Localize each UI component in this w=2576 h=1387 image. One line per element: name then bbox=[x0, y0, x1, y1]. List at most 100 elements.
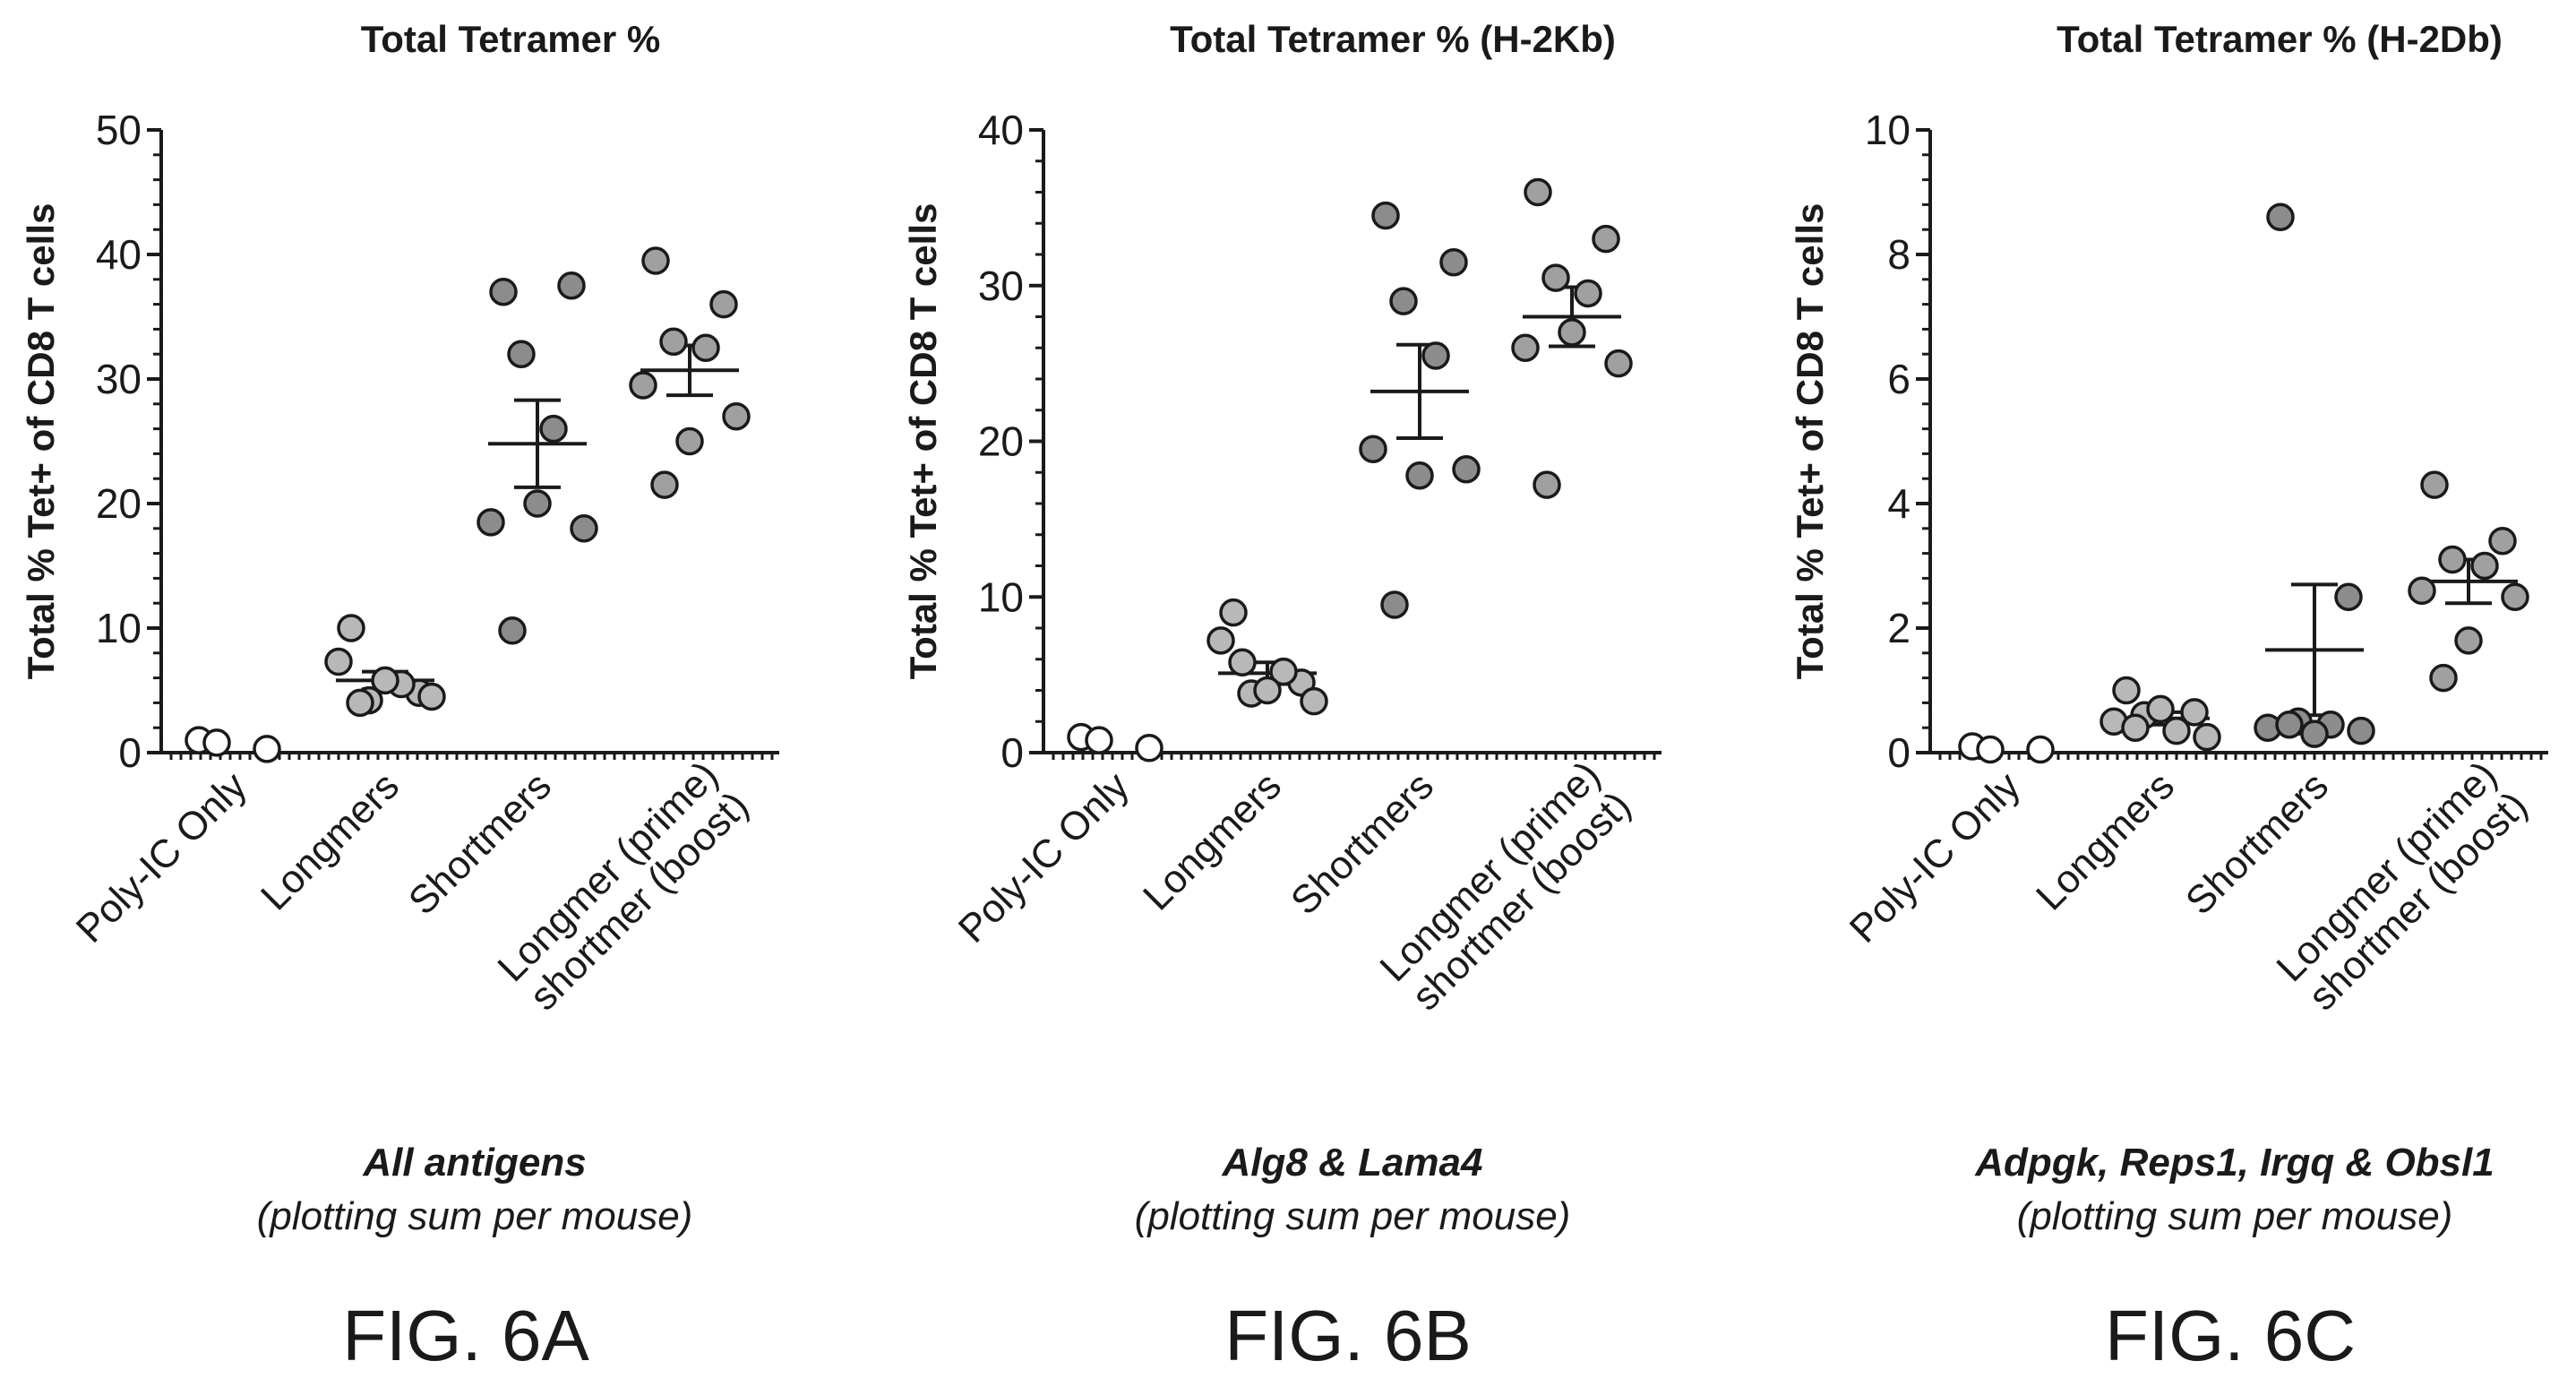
x-category-label: Longmers bbox=[2028, 763, 2183, 918]
data-point bbox=[1421, 341, 1450, 370]
panel-fig-6c: Total Tetramer % (H-2Db) Total % Tet+ of … bbox=[1789, 18, 2548, 1375]
y-tick-label: 0 bbox=[1000, 729, 1024, 776]
data-point bbox=[1371, 201, 1400, 230]
data-point bbox=[2420, 470, 2449, 499]
data-point bbox=[1976, 735, 2005, 764]
data-point bbox=[2470, 551, 2499, 581]
y-tick-label: 10 bbox=[978, 573, 1024, 620]
panel-caption-sub: (plotting sum per mouse) bbox=[2017, 1194, 2453, 1238]
data-point bbox=[650, 470, 679, 499]
data-point bbox=[1439, 247, 1468, 277]
group-3 bbox=[629, 246, 751, 499]
y-tick-label: 30 bbox=[96, 356, 142, 402]
data-point bbox=[722, 401, 751, 431]
data-point bbox=[1300, 686, 1328, 716]
x-category-label-line: Longmers bbox=[2028, 763, 2183, 918]
data-point bbox=[324, 647, 353, 676]
data-point bbox=[2300, 719, 2329, 748]
y-tick-label: 20 bbox=[978, 418, 1024, 465]
data-point bbox=[2026, 735, 2055, 764]
figure-label: FIG. 6B bbox=[1224, 1296, 1472, 1375]
y-axis-label: Total % Tet+ of CD8 T cells bbox=[20, 203, 62, 680]
data-point bbox=[2454, 626, 2483, 655]
data-point bbox=[2408, 576, 2436, 606]
panel-caption-main: All antigens bbox=[362, 1141, 586, 1185]
data-point bbox=[2501, 582, 2529, 611]
y-tick-label: 50 bbox=[96, 107, 142, 153]
group-0 bbox=[185, 726, 281, 763]
y-tick-label: 10 bbox=[1865, 107, 1911, 153]
y-tick-label: 8 bbox=[1887, 231, 1911, 278]
data-point bbox=[477, 508, 505, 537]
data-point bbox=[641, 246, 670, 275]
x-category-label-line: Poly-IC Only bbox=[1842, 763, 2029, 951]
x-category-label-line: Shortmers bbox=[400, 763, 560, 923]
data-point bbox=[1541, 263, 1570, 292]
data-point bbox=[557, 271, 586, 300]
group-0 bbox=[1067, 722, 1163, 762]
data-point bbox=[2112, 676, 2141, 705]
chart-title: Total Tetramer % (H-2Kb) bbox=[1170, 18, 1616, 60]
data-point bbox=[2162, 716, 2191, 745]
data-point bbox=[1558, 318, 1586, 347]
y-tick-label: 0 bbox=[1887, 729, 1911, 776]
data-point bbox=[1135, 734, 1163, 762]
data-point bbox=[2266, 202, 2295, 232]
panel-caption-main: Adpgk, Reps1, Irgq & Obsl1 bbox=[1974, 1141, 2494, 1185]
group-1 bbox=[2099, 676, 2221, 752]
data-point bbox=[1511, 333, 1540, 362]
chart-title: Total Tetramer % bbox=[361, 18, 661, 60]
group-3 bbox=[1511, 177, 1633, 499]
group-2 bbox=[2254, 202, 2375, 748]
data-point bbox=[2429, 663, 2458, 693]
y-tick-label: 40 bbox=[978, 107, 1024, 153]
x-category-label-line: Poly-IC Only bbox=[68, 763, 255, 951]
data-point bbox=[691, 333, 720, 362]
data-point bbox=[2347, 716, 2375, 745]
data-point bbox=[1269, 657, 1298, 686]
group-2 bbox=[477, 271, 598, 645]
panel-caption-sub: (plotting sum per mouse) bbox=[1135, 1194, 1571, 1238]
group-0 bbox=[1958, 732, 2055, 764]
panel-caption-main: Alg8 & Lama4 bbox=[1222, 1141, 1483, 1185]
data-point bbox=[2180, 698, 2209, 727]
y-axis-label: Total % Tet+ of CD8 T cells bbox=[902, 203, 944, 680]
data-point bbox=[2438, 545, 2467, 574]
data-point bbox=[1228, 648, 1257, 676]
group-2 bbox=[1359, 201, 1481, 619]
x-category-label-line: Poly-IC Only bbox=[950, 763, 1138, 951]
data-point bbox=[1604, 349, 1633, 378]
y-tick-label: 4 bbox=[1887, 480, 1911, 527]
panel-fig-6a: Total Tetramer % Total % Tet+ of CD8 T ce… bbox=[20, 18, 779, 1375]
group-1 bbox=[324, 614, 446, 718]
data-point bbox=[337, 614, 365, 642]
data-point bbox=[489, 277, 518, 306]
data-point bbox=[629, 371, 657, 400]
data-point bbox=[253, 735, 281, 763]
group-3 bbox=[2408, 470, 2529, 693]
data-point bbox=[2334, 582, 2363, 611]
x-category-label: Longmers bbox=[1135, 763, 1290, 918]
x-category-label: Poly-IC Only bbox=[950, 763, 1138, 951]
data-point bbox=[570, 514, 598, 543]
x-category-label: Shortmers bbox=[2177, 763, 2337, 923]
y-axis-label: Total % Tet+ of CD8 T cells bbox=[1789, 203, 1831, 680]
data-point bbox=[1574, 279, 1602, 308]
data-point bbox=[709, 289, 738, 319]
data-point bbox=[1359, 435, 1387, 463]
figure-label: FIG. 6A bbox=[342, 1296, 589, 1375]
data-point bbox=[1533, 470, 1561, 499]
y-tick-label: 0 bbox=[118, 729, 142, 776]
data-point bbox=[1389, 287, 1418, 315]
group-1 bbox=[1206, 598, 1328, 716]
x-category-label-line: Shortmers bbox=[1283, 763, 1442, 923]
panel-fig-6b: Total Tetramer % (H-2Kb) Total % Tet+ of … bbox=[902, 18, 1662, 1375]
y-tick-label: 40 bbox=[96, 231, 142, 278]
y-tick-label: 30 bbox=[978, 263, 1024, 309]
x-category-label: Poly-IC Only bbox=[68, 763, 255, 951]
x-category-label: Poly-IC Only bbox=[1842, 763, 2029, 951]
x-category-label-line: Shortmers bbox=[2177, 763, 2337, 923]
data-point bbox=[659, 327, 688, 357]
data-point bbox=[417, 682, 446, 711]
